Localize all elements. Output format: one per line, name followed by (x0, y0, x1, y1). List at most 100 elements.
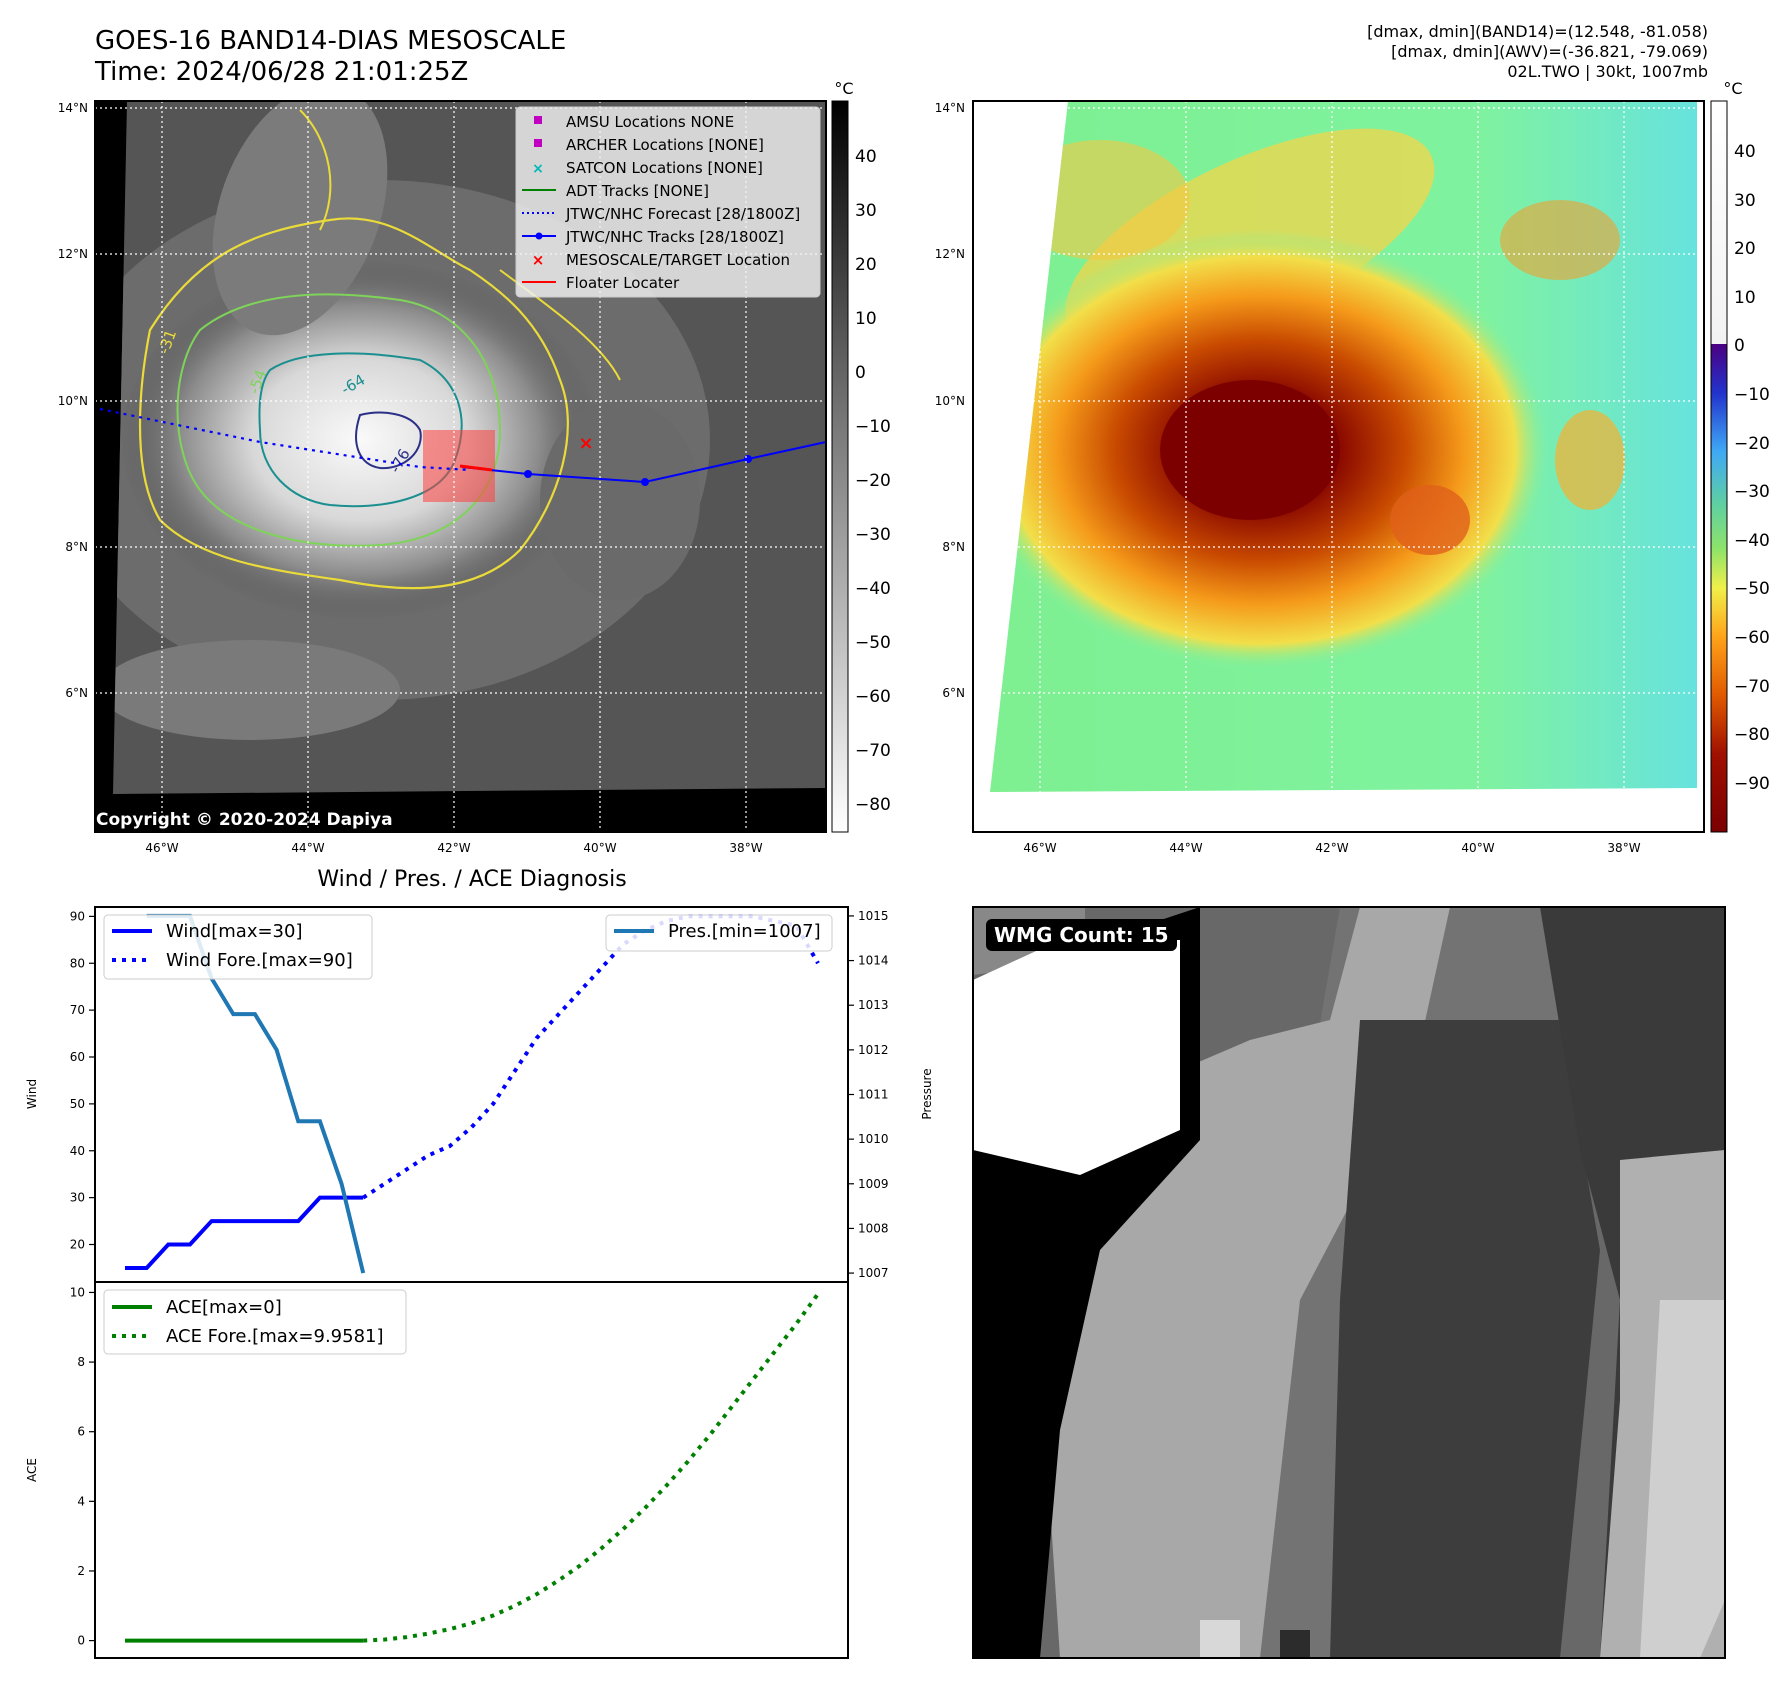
y-tick-label: 10 (70, 1285, 85, 1299)
awv-lat-12: 12°N (935, 247, 965, 261)
awv-tick: −10 (1734, 385, 1770, 405)
legend-satcon-marker: × (532, 161, 544, 177)
series-ace-fore-max-9-9581 (363, 1292, 820, 1643)
ir-contours (138, 109, 621, 590)
floater-box (423, 430, 495, 502)
awv-colorbar: °C 40 30 20 10 0 −10 −20 −30 −40 −50 −60… (1710, 79, 1770, 833)
ir-tick: −80 (855, 795, 891, 815)
track-point (744, 455, 752, 463)
title-line-1: GOES-16 BAND14-DIAS MESOSCALE (95, 26, 567, 56)
awv-tick: −50 (1734, 579, 1770, 599)
ir-colorbar-ticks: 40 30 20 10 0 −10 −20 −30 −40 −50 −60 −7… (855, 147, 891, 815)
track-point (641, 478, 649, 486)
ir-colorbar-unit: °C (834, 79, 853, 98)
awv-lat-10: 10°N (935, 394, 965, 408)
copyright-text: Copyright © 2020-2024 Dapiya (96, 810, 393, 830)
legend-satcon: SATCON Locations [NONE] (566, 159, 763, 177)
title-line-2: Time: 2024/06/28 21:01:25Z (95, 57, 469, 87)
y-tick-label: 20 (70, 1238, 85, 1252)
y-tick-label: 60 (70, 1050, 85, 1064)
awv-lat-14: 14°N (935, 101, 965, 115)
ir-lon-44: 44°W (291, 841, 324, 855)
ir-tick: −40 (855, 579, 891, 599)
legend-tracks: JTWC/NHC Tracks [28/1800Z] (565, 228, 784, 246)
ir-tick: 20 (855, 255, 877, 275)
contour-76 (355, 411, 422, 470)
awv-imagery (990, 101, 1697, 792)
awv-lon-42: 42°W (1315, 841, 1348, 855)
awv-tick: −30 (1734, 482, 1770, 502)
awv-tick: −80 (1734, 725, 1770, 745)
contour-31-east (499, 269, 621, 381)
ir-tick: 30 (855, 201, 877, 221)
ace-legend: ACE[max=0] ACE Fore.[max=9.9581] (103, 1289, 407, 1355)
legend-target: MESOSCALE/TARGET Location (566, 251, 790, 269)
y-tick-label: 6 (77, 1425, 85, 1439)
y-right-tick-label: 1008 (858, 1221, 889, 1235)
y-right-tick-label: 1014 (858, 954, 889, 968)
ir-map-panel: -31 -54 -64 -76 × AMSU Locations NONE (58, 100, 827, 855)
ir-lat-6: 6°N (65, 686, 88, 700)
ir-tick: 40 (855, 147, 877, 167)
y-tick-label: 50 (70, 1097, 85, 1111)
y-tick-label: 4 (77, 1494, 85, 1508)
y-tick-label: 8 (77, 1355, 85, 1369)
y-right-tick-label: 1007 (858, 1266, 889, 1280)
awv-tick: −40 (1734, 531, 1770, 551)
contour-54 (176, 293, 502, 547)
diagnosis-title: Wind / Pres. / ACE Diagnosis (317, 867, 626, 892)
ir-tick: −50 (855, 633, 891, 653)
ir-tick: −60 (855, 687, 891, 707)
wmg-panel (973, 907, 1725, 1658)
ir-lat-8: 8°N (65, 540, 88, 554)
ir-gridlines (95, 101, 826, 832)
legend-wind-fore: Wind Fore.[max=90] (166, 950, 353, 971)
awv-tick: 20 (1734, 239, 1756, 259)
y-tick-label: 80 (70, 956, 85, 970)
awv-lon-labels: 46°W 44°W 42°W 40°W 38°W (1023, 841, 1640, 855)
pressure-legend: Pres.[min=1007] (605, 914, 833, 952)
stats-block: [dmax, dmin](BAND14)=(12.548, -81.058) [… (1367, 22, 1708, 82)
awv-lon-44: 44°W (1169, 841, 1202, 855)
contour-31 (138, 217, 569, 590)
ir-tick: −20 (855, 471, 891, 491)
band14-range: [dmax, dmin](BAND14)=(12.548, -81.058) (1367, 22, 1708, 41)
awv-tick: −90 (1734, 774, 1770, 794)
legend-ace: ACE[max=0] (166, 1297, 282, 1318)
contour-31-north (299, 109, 332, 231)
awv-lat-6: 6°N (942, 686, 965, 700)
legend-adt: ADT Tracks [NONE] (566, 182, 709, 200)
awv-lon-38: 38°W (1607, 841, 1640, 855)
wind-legend: Wind[max=30] Wind Fore.[max=90] (103, 914, 373, 980)
legend-archer: ARCHER Locations [NONE] (566, 136, 764, 154)
ir-tick: −30 (855, 525, 891, 545)
wmg-frame (972, 906, 1726, 1659)
awv-tick: −70 (1734, 677, 1770, 697)
ir-lon-40: 40°W (583, 841, 616, 855)
ir-lon-42: 42°W (437, 841, 470, 855)
awv-gridlines (973, 101, 1704, 832)
awv-tick: 30 (1734, 191, 1756, 211)
awv-tick: −60 (1734, 628, 1770, 648)
ir-lat-14: 14°N (58, 101, 88, 115)
target-marker: × (578, 433, 593, 454)
figure-title: GOES-16 BAND14-DIAS MESOSCALE Time: 2024… (95, 26, 566, 88)
track-point (524, 470, 532, 478)
legend-archer-marker (534, 139, 542, 147)
ir-colorbar: °C 40 30 20 10 0 −10 −20 −30 −40 −50 −60… (831, 79, 891, 833)
y-right-tick-label: 1009 (858, 1177, 889, 1191)
y-right-tick-label: 1015 (858, 909, 889, 923)
awv-colorbar-ticks: 40 30 20 10 0 −10 −20 −30 −40 −50 −60 −7… (1734, 142, 1770, 794)
awv-lon-46: 46°W (1023, 841, 1056, 855)
ir-lat-12: 12°N (58, 247, 88, 261)
awv-tick: −20 (1734, 434, 1770, 454)
y-tick-label: 30 (70, 1191, 85, 1205)
awv-lat-labels: 14°N 12°N 10°N 8°N 6°N (935, 101, 965, 700)
forecast-track (99, 407, 471, 472)
ace-axis-label: ACE (25, 1458, 39, 1482)
legend-forecast: JTWC/NHC Forecast [28/1800Z] (565, 205, 800, 223)
awv-colorbar-unit: °C (1723, 79, 1742, 98)
y-right-tick-label: 1013 (858, 998, 889, 1012)
legend-floater: Floater Locater (566, 274, 680, 292)
